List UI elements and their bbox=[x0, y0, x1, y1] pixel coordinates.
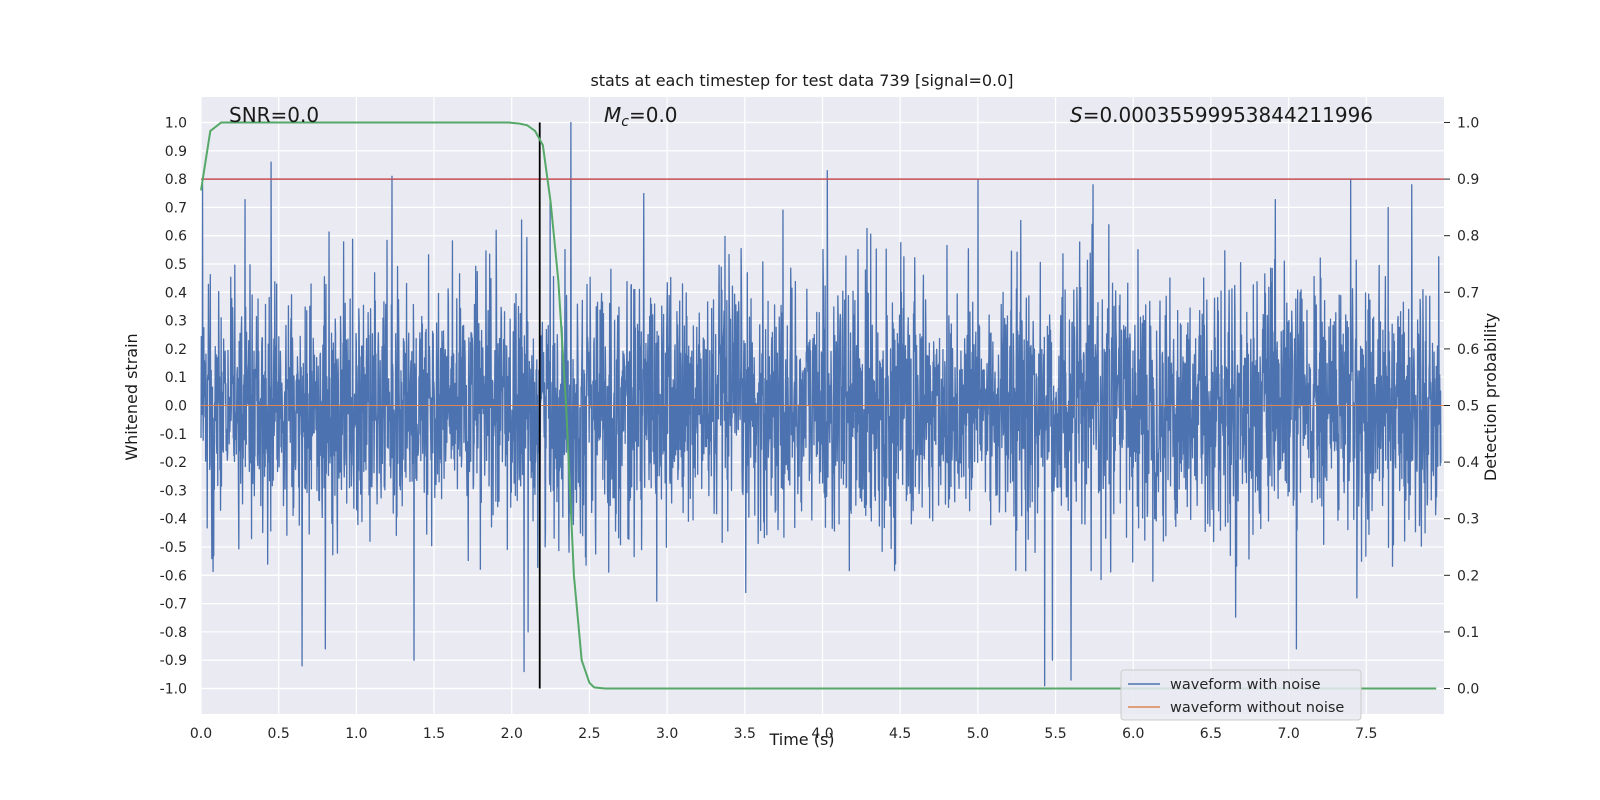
x-tick-label: 2.0 bbox=[501, 726, 523, 742]
legend: waveform with noise waveform without noi… bbox=[1120, 669, 1362, 721]
legend-label-clean: waveform without noise bbox=[1170, 700, 1344, 716]
x-tick-label: 6.5 bbox=[1200, 726, 1222, 742]
y-tick-label: 0.6 bbox=[165, 229, 187, 245]
y-tick-label: 0.7 bbox=[165, 200, 187, 216]
y-tick-label: 0.9 bbox=[165, 144, 187, 160]
y2-tick-label: 1.0 bbox=[1457, 115, 1479, 131]
x-axis-ticks: 0.0 0.5 1.0 1.5 2.0 2.5 3.0 3.5 4.0 4.5 5.0 5.5 6.0 6… bbox=[190, 726, 1378, 742]
y-tick-label: 0.4 bbox=[165, 285, 187, 301]
y2-tick-label: 0.3 bbox=[1457, 512, 1479, 528]
y2-tick-label: 0.1 bbox=[1457, 625, 1479, 641]
x-tick-label: 4.0 bbox=[811, 726, 833, 742]
y-tick-label: -1.0 bbox=[160, 682, 187, 698]
x-tick-label: 5.0 bbox=[967, 726, 989, 742]
y-tick-label: -0.9 bbox=[160, 653, 187, 669]
x-tick-label: 0.0 bbox=[190, 726, 212, 742]
s-symbol: S bbox=[1070, 103, 1083, 127]
x-tick-label: 7.5 bbox=[1355, 726, 1377, 742]
x-axis-label: Time (s) bbox=[768, 730, 834, 749]
x-tick-label: 4.5 bbox=[889, 726, 911, 742]
y-tick-label: -0.6 bbox=[160, 568, 187, 584]
s-annotation: S=0.00035599953844211996 bbox=[1070, 103, 1373, 127]
legend-label-noise: waveform with noise bbox=[1170, 677, 1321, 693]
x-tick-label: 6.0 bbox=[1122, 726, 1144, 742]
detection-probability-line bbox=[200, 121, 1437, 690]
y-tick-label: 0.8 bbox=[165, 172, 187, 188]
legend-box bbox=[1120, 669, 1362, 721]
noise-waveform-path bbox=[200, 121, 1442, 687]
noise-waveform-series bbox=[200, 121, 1442, 687]
y2-tick-label: 0.0 bbox=[1457, 682, 1479, 698]
y-tick-label: -0.4 bbox=[160, 512, 187, 528]
y-axis-ticks: 1.0 0.9 0.8 0.7 0.6 0.5 0.4 0.3 0.2 0.1 0.0 -0.1 -0.… bbox=[160, 115, 187, 697]
x-tick-label: 7.0 bbox=[1277, 726, 1299, 742]
x-tick-label: 1.0 bbox=[345, 726, 367, 742]
x-tick-label: 5.5 bbox=[1044, 726, 1066, 742]
y2-tick-label: 0.4 bbox=[1457, 455, 1479, 471]
y2-tick-label: 0.2 bbox=[1457, 568, 1479, 584]
chart-title: stats at each timestep for test data 739… bbox=[590, 71, 1013, 90]
x-tick-label: 3.5 bbox=[734, 726, 756, 742]
y-tick-label: 0.3 bbox=[165, 314, 187, 330]
y-tick-label: -0.3 bbox=[160, 483, 187, 499]
chirp-mass-value: =0.0 bbox=[629, 103, 678, 127]
y2-tick-label: 0.6 bbox=[1457, 342, 1479, 358]
y2-axis-ticks: 1.0 0.9 0.8 0.7 0.6 0.5 0.4 0.3 0.2 0.1 0.0 bbox=[1444, 115, 1479, 698]
y2-tick-label: 0.8 bbox=[1457, 229, 1479, 245]
y-tick-label: -0.8 bbox=[160, 625, 187, 641]
y-tick-label: 0.1 bbox=[165, 370, 187, 386]
y2-tick-label: 0.7 bbox=[1457, 285, 1479, 301]
x-tick-label: 1.5 bbox=[423, 726, 445, 742]
x-tick-label: 0.5 bbox=[268, 726, 290, 742]
chirp-mass-annotation: Mc=0.0 bbox=[604, 103, 678, 130]
y-tick-label: -0.2 bbox=[160, 455, 187, 471]
y-tick-label: -0.1 bbox=[160, 427, 187, 443]
y-axis-label: Whitened strain bbox=[122, 333, 141, 460]
y-tick-label: 1.0 bbox=[165, 115, 187, 131]
x-tick-label: 3.0 bbox=[656, 726, 678, 742]
s-value: =0.00035599953844211996 bbox=[1083, 103, 1373, 127]
y2-axis-label: Detection probability bbox=[1481, 313, 1500, 481]
snr-annotation: SNR=0.0 bbox=[229, 103, 319, 127]
chirp-mass-subscript: c bbox=[621, 114, 629, 130]
y-tick-label: -0.7 bbox=[160, 597, 187, 613]
x-tick-label: 2.5 bbox=[578, 726, 600, 742]
chirp-mass-symbol: M bbox=[604, 103, 621, 127]
y2-tick-label: 0.9 bbox=[1457, 172, 1479, 188]
y-tick-label: 0.2 bbox=[165, 342, 187, 358]
y2-tick-label: 0.5 bbox=[1457, 399, 1479, 415]
y-tick-label: 0.5 bbox=[165, 257, 187, 273]
y-tick-label: -0.5 bbox=[160, 540, 187, 556]
y-tick-label: 0.0 bbox=[165, 399, 187, 415]
